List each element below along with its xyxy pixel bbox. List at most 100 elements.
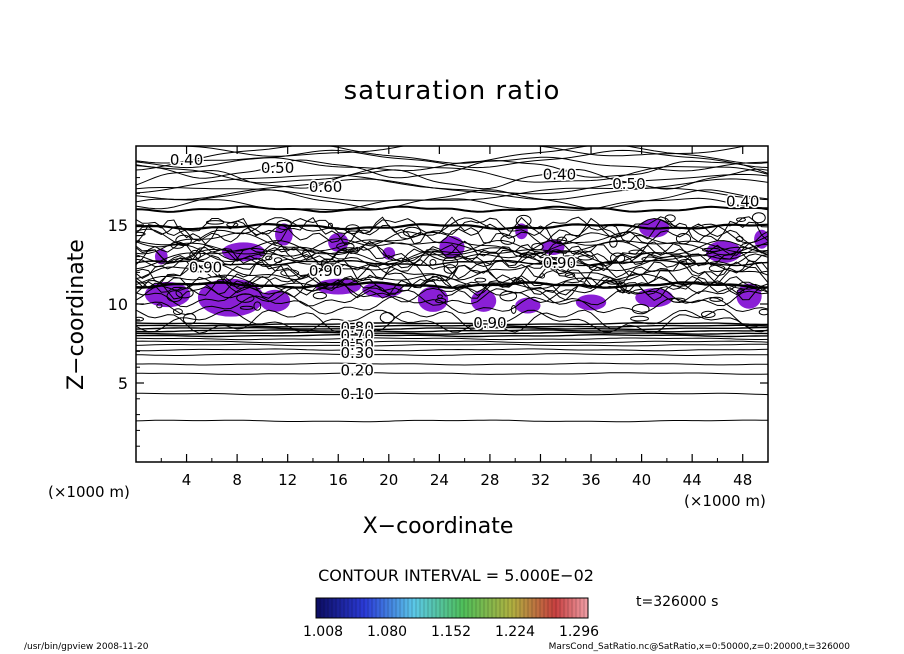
colorbar: 1.008 1.080 1.152 1.224 1.296 xyxy=(303,597,599,640)
contour-cell xyxy=(402,226,422,238)
contour-band xyxy=(136,205,768,213)
contour-line xyxy=(136,295,768,316)
contour-label: 0.60 xyxy=(309,178,342,196)
colorbar-tick-label: 1.080 xyxy=(367,624,407,640)
contour-line xyxy=(136,178,768,201)
contour-line xyxy=(136,156,768,172)
contour-cell xyxy=(312,291,327,300)
contour-cell xyxy=(709,296,724,302)
x-axis-label: X−coordinate xyxy=(362,514,514,539)
colorbar-tick-label: 1.152 xyxy=(431,624,471,640)
shaded-region xyxy=(328,232,349,252)
contour-band xyxy=(136,281,768,289)
x-axis-unit: (×1000 m) xyxy=(684,492,766,510)
contour-cell xyxy=(609,236,618,248)
contour-line xyxy=(170,146,748,157)
contour-label: 0.40 xyxy=(726,192,759,210)
shaded-region xyxy=(259,289,291,312)
contour-label: 0.10 xyxy=(340,385,373,403)
contour-line xyxy=(136,286,768,308)
contour-line xyxy=(136,343,768,347)
contour-cell xyxy=(474,277,487,283)
contour-cell xyxy=(443,264,457,274)
contour-cell xyxy=(701,247,721,252)
contour-line xyxy=(136,337,768,341)
contour-cell xyxy=(320,259,329,270)
contour-label: 0.70 xyxy=(340,327,373,345)
contour-line xyxy=(136,146,768,164)
contour-line xyxy=(136,168,768,190)
contour-cell xyxy=(499,290,518,302)
contour-cell xyxy=(379,311,395,324)
contour-cell xyxy=(641,256,657,262)
contour-cell xyxy=(515,214,532,227)
contour-cell xyxy=(577,255,594,261)
contour-label: 0.50 xyxy=(340,336,373,354)
contour-cell xyxy=(631,303,650,315)
contour-cell xyxy=(166,290,183,303)
contour-line xyxy=(136,326,768,331)
x-tick-label: 16 xyxy=(329,471,348,489)
contour-line xyxy=(136,309,768,333)
y-axis-unit: (×1000 m) xyxy=(48,483,130,501)
colorbar-tick-label: 1.008 xyxy=(303,624,343,640)
contour-labels: 0.40 0.50 0.60 0.40 0.50 0.40 0.90 0.90 0.90 0.90… xyxy=(168,150,761,405)
contour-label: 0.40 xyxy=(170,151,203,169)
contour-cell xyxy=(345,224,361,235)
contour-cell xyxy=(751,212,766,224)
contour-cell xyxy=(437,294,443,299)
chart-title: saturation ratio xyxy=(343,76,561,106)
contour-interval: CONTOUR INTERVAL = 5.000E−02 xyxy=(318,566,594,585)
x-tick-label: 44 xyxy=(683,471,702,489)
contour-cell xyxy=(273,257,283,264)
contour-line xyxy=(136,308,768,334)
contour-cell xyxy=(276,219,292,230)
contour-cell xyxy=(628,249,645,255)
contour-cell xyxy=(175,287,194,299)
contour-cell xyxy=(442,256,459,269)
contour-cell xyxy=(556,236,568,244)
contour-line xyxy=(136,240,768,267)
contour-cell xyxy=(548,262,562,271)
contour-cell xyxy=(510,305,517,314)
contour-cell xyxy=(670,297,686,303)
contour-cell xyxy=(189,249,201,261)
contour-label: 0.40 xyxy=(543,165,576,183)
shaded-region xyxy=(515,297,541,314)
contour-cell xyxy=(549,257,560,265)
contour-line xyxy=(136,329,768,333)
contour-cell xyxy=(531,242,544,251)
contour-line xyxy=(136,362,768,366)
x-tick-label: 12 xyxy=(278,471,297,489)
contour-cell xyxy=(336,242,355,251)
contour-cell xyxy=(239,305,254,310)
contour-cell xyxy=(736,289,745,294)
colorbar-stripes: 1.008 1.080 1.152 1.224 1.296 xyxy=(303,598,599,640)
contour-label: 0.90 xyxy=(543,254,576,272)
contour-line xyxy=(136,340,768,344)
shaded-region xyxy=(575,294,607,311)
x-tick-label: 24 xyxy=(430,471,449,489)
contour-label: 0.90 xyxy=(189,259,222,277)
shaded-region xyxy=(362,281,403,298)
x-tick-label: 28 xyxy=(480,471,499,489)
contour-label: 0.50 xyxy=(261,159,294,177)
x-tick-label: 20 xyxy=(379,471,398,489)
contour-line xyxy=(136,223,768,245)
y-tick-label: 15 xyxy=(108,216,128,235)
contour-cell xyxy=(616,281,627,293)
contour-cell xyxy=(539,273,546,279)
contour-cell xyxy=(182,313,197,325)
x-tick-label: 40 xyxy=(632,471,651,489)
contour-line xyxy=(136,392,768,396)
contour-cell xyxy=(136,316,145,322)
contour-cell xyxy=(265,255,273,261)
contour-cell xyxy=(519,252,537,259)
contour-line xyxy=(136,334,768,338)
contour-line xyxy=(136,259,768,285)
contour-cell xyxy=(735,217,746,222)
contour-cell xyxy=(664,214,676,223)
contour-cell xyxy=(259,251,266,257)
contour-band xyxy=(136,222,768,231)
